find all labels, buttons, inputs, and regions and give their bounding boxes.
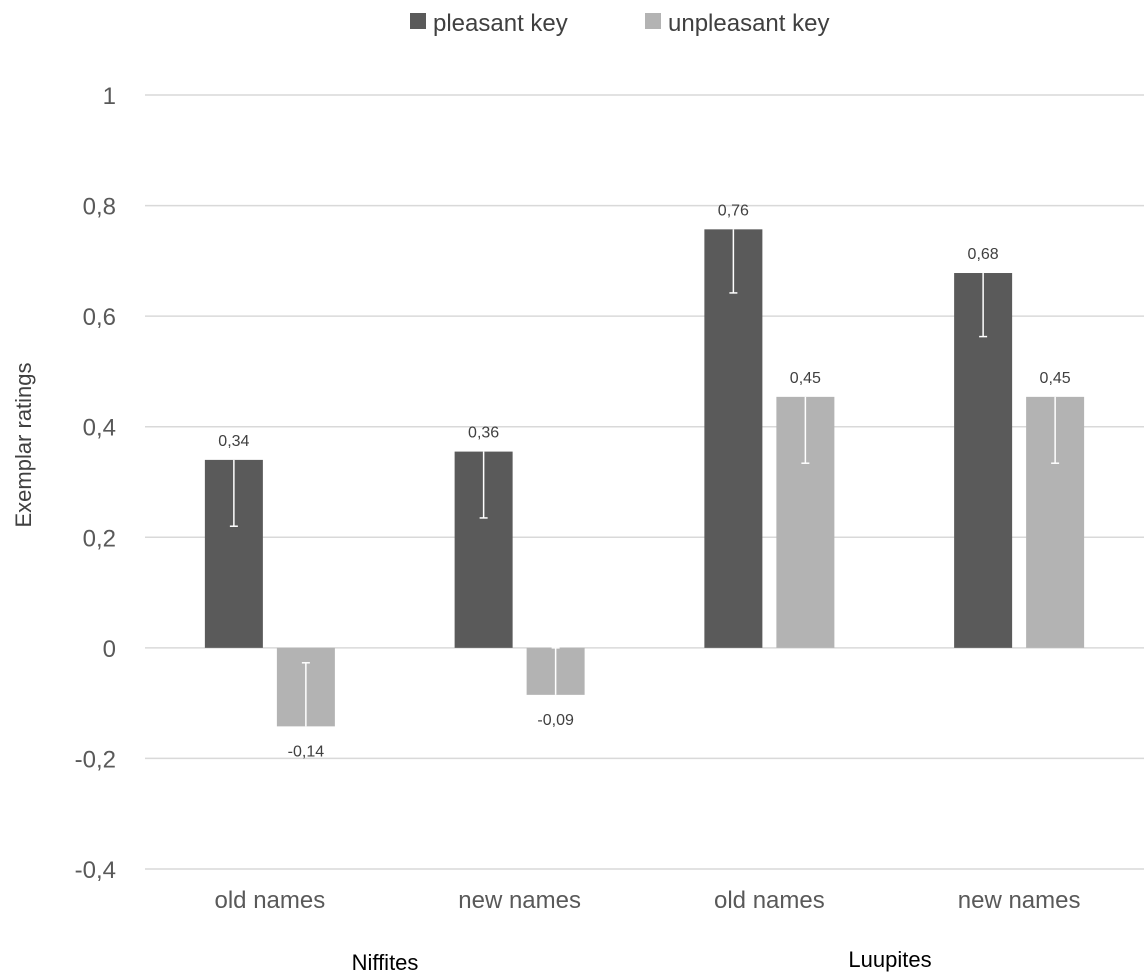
bar [704, 229, 763, 648]
y-tick-label: -0,4 [75, 857, 116, 884]
data-label: 0,45 [1040, 370, 1071, 387]
x-tick-label: old names [215, 887, 326, 914]
y-tick-label: 0 [103, 636, 116, 663]
group-label: Luupites [848, 947, 931, 972]
x-axis-category-labels: old names new names old names new names [215, 887, 1081, 914]
bars: 0,34 0,36 0,76 0,68 -0,14 -0,09 0,45 0,45 [204, 202, 1085, 760]
data-label: -0,14 [288, 743, 325, 760]
legend-label-unpleasant-key: unpleasant key [668, 10, 829, 37]
y-tick-label: -0,2 [75, 746, 116, 773]
data-label: 0,34 [218, 433, 249, 450]
y-axis-tick-labels: 1 0,8 0,6 0,4 0,2 0 -0,2 -0,4 [75, 83, 116, 884]
data-label: 0,45 [790, 370, 821, 387]
legend: pleasant key unpleasant key [410, 10, 829, 37]
legend-swatch-pleasant-key [410, 13, 426, 29]
data-label: 0,68 [968, 246, 999, 263]
y-axis-label: Exemplar ratings [11, 362, 36, 527]
data-label: 0,76 [718, 202, 749, 219]
group-label: Niffites [352, 950, 419, 975]
legend-swatch-unpleasant-key [645, 13, 661, 29]
data-label: -0,09 [537, 712, 574, 729]
legend-label-pleasant-key: pleasant key [433, 10, 568, 37]
y-tick-label: 0,6 [83, 304, 116, 331]
x-tick-label: new names [458, 887, 581, 914]
y-tick-label: 0,8 [83, 194, 116, 221]
y-tick-label: 0,2 [83, 525, 116, 552]
x-tick-label: old names [714, 887, 825, 914]
data-label: 0,36 [468, 425, 499, 442]
y-tick-label: 1 [103, 83, 116, 110]
y-tick-label: 0,4 [83, 415, 116, 442]
x-axis-group-labels: Niffites Luupites [352, 947, 932, 975]
x-tick-label: new names [958, 887, 1081, 914]
